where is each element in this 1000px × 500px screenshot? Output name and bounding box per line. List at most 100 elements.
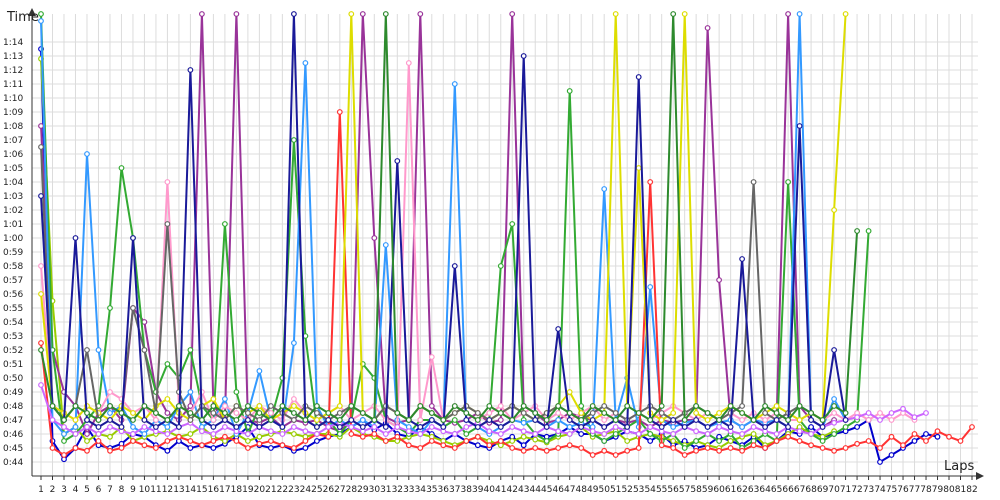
data-point — [808, 410, 814, 416]
data-point — [727, 445, 734, 451]
data-point — [509, 11, 516, 17]
data-point — [164, 438, 171, 444]
data-point — [451, 81, 458, 87]
data-point — [279, 403, 286, 409]
x-tick-label: 77 — [909, 485, 920, 495]
y-tick-label: 0:54 — [3, 318, 23, 328]
data-point — [233, 403, 240, 409]
data-point — [635, 445, 642, 451]
data-point — [520, 410, 527, 416]
data-point — [601, 438, 608, 444]
data-point — [348, 11, 355, 17]
data-point — [49, 445, 56, 451]
data-point — [624, 424, 631, 430]
data-point — [417, 417, 424, 423]
data-point — [497, 417, 504, 423]
data-point — [291, 137, 297, 143]
y-tick-label: 0:48 — [3, 402, 23, 412]
y-tick-label: 1:13 — [3, 52, 23, 62]
data-point — [187, 410, 194, 416]
data-point — [716, 438, 722, 444]
data-point — [670, 417, 677, 423]
data-point — [382, 438, 389, 444]
data-point — [348, 424, 355, 430]
x-tick-label: 47 — [564, 485, 575, 495]
data-point — [635, 410, 642, 416]
data-point — [555, 428, 562, 435]
data-point — [658, 410, 665, 416]
data-point — [566, 424, 573, 430]
data-point — [359, 417, 366, 423]
x-tick-label: 25 — [311, 485, 322, 495]
data-point — [716, 424, 722, 430]
data-point — [72, 431, 79, 437]
data-point — [497, 438, 504, 444]
x-tick-label: 2 — [50, 485, 56, 495]
data-point — [61, 452, 67, 458]
data-point — [808, 442, 814, 449]
data-point — [268, 403, 274, 409]
data-point — [946, 433, 952, 440]
x-tick-label: 80 — [943, 485, 955, 495]
data-point — [716, 277, 722, 283]
data-point — [578, 410, 585, 416]
x-tick-label: 23 — [288, 485, 299, 495]
data-point — [175, 433, 182, 440]
data-point — [865, 417, 872, 423]
data-point — [371, 431, 378, 437]
series-6 — [38, 109, 975, 458]
data-point — [210, 403, 217, 409]
data-point — [601, 417, 608, 423]
data-point — [405, 417, 412, 423]
data-point — [624, 438, 631, 444]
x-tick-label: 59 — [702, 485, 714, 495]
data-point — [221, 403, 228, 409]
x-tick-label: 46 — [552, 485, 564, 495]
data-point — [268, 410, 274, 416]
data-point — [164, 179, 171, 185]
data-point — [291, 445, 297, 451]
data-point — [417, 11, 424, 17]
data-point — [865, 410, 872, 416]
data-point — [911, 438, 918, 444]
x-tick-label: 60 — [713, 485, 725, 495]
data-point — [314, 403, 320, 409]
data-point — [704, 445, 711, 451]
series-layer — [38, 11, 975, 465]
data-point — [72, 445, 79, 451]
data-point — [38, 123, 44, 129]
data-point — [739, 417, 745, 423]
x-tick-label: 65 — [771, 485, 782, 495]
data-point — [463, 431, 470, 437]
data-point — [520, 442, 527, 449]
data-point — [187, 438, 194, 444]
x-tick-label: 19 — [242, 485, 254, 495]
data-point — [693, 438, 699, 444]
data-point — [49, 417, 56, 423]
data-point — [61, 431, 67, 437]
y-tick-label: 1:07 — [3, 136, 23, 146]
data-point — [428, 354, 435, 360]
x-tick-label: 35 — [426, 485, 437, 495]
data-point — [141, 347, 148, 353]
data-point — [38, 263, 44, 269]
y-tick-label: 0:55 — [3, 304, 23, 314]
data-point — [130, 424, 136, 430]
x-tick-label: 10 — [139, 485, 151, 495]
data-point — [325, 433, 332, 440]
data-point — [762, 424, 768, 430]
x-tick-label: 58 — [690, 485, 702, 495]
data-point — [635, 431, 642, 437]
data-point — [509, 221, 516, 227]
x-tick-label: 11 — [150, 485, 161, 495]
data-point — [647, 424, 654, 430]
data-point — [486, 428, 493, 435]
data-point — [601, 186, 608, 192]
series-11 — [38, 11, 849, 430]
data-point — [658, 403, 665, 409]
data-point — [141, 424, 148, 430]
data-point — [198, 428, 205, 435]
data-point — [233, 410, 240, 416]
data-point — [107, 424, 113, 430]
data-point — [61, 417, 67, 423]
